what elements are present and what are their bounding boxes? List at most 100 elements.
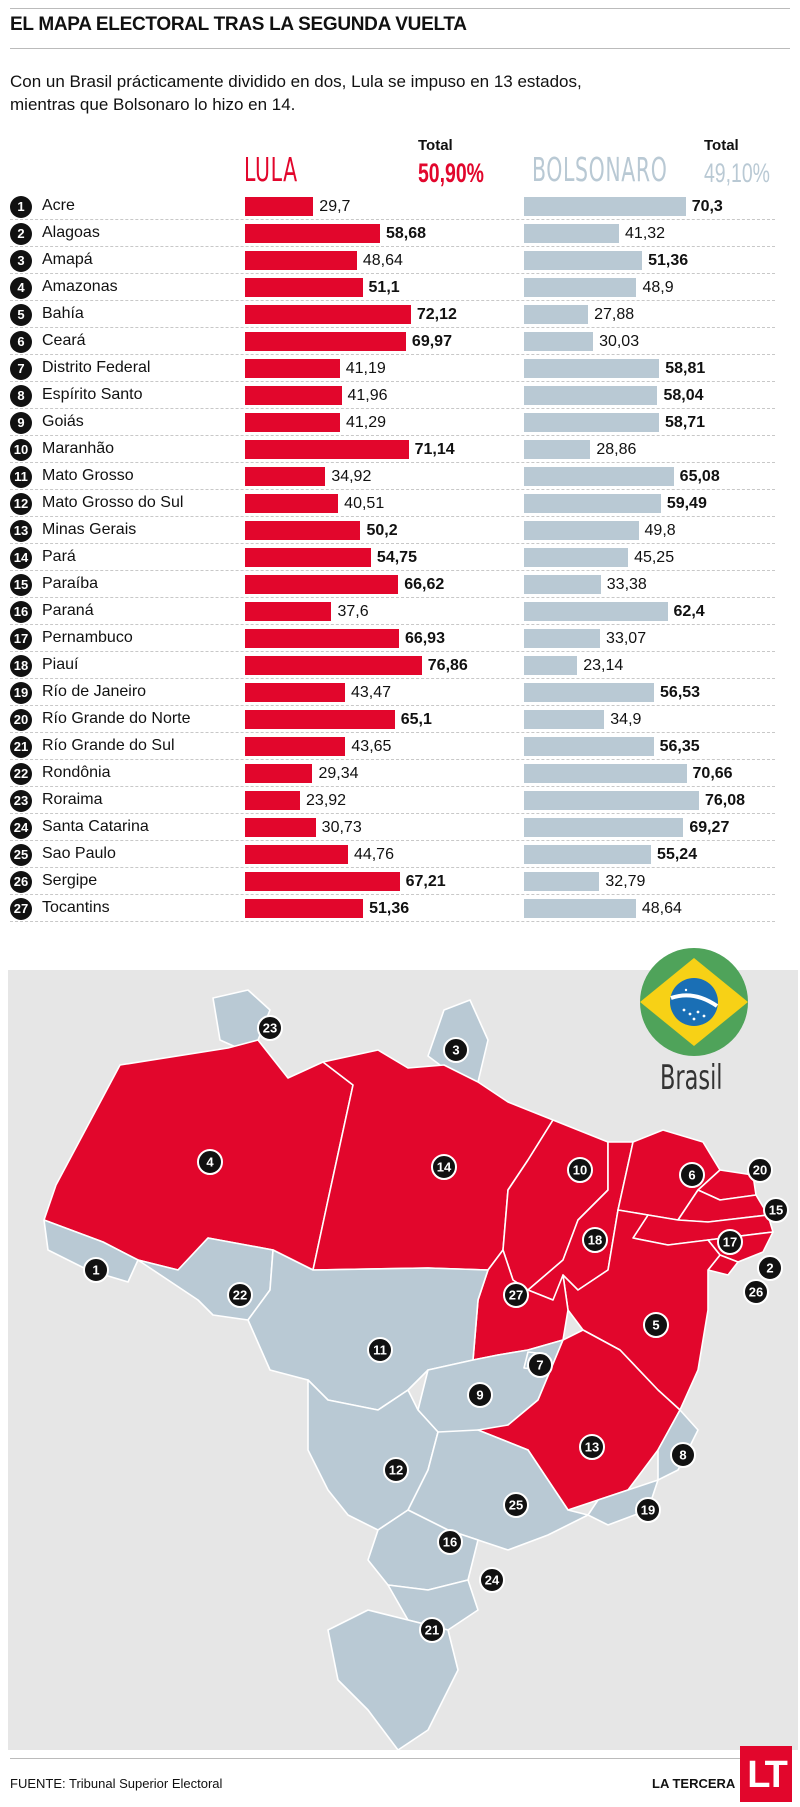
bolsonaro-total-label: Total	[704, 137, 739, 154]
state-21-rio-grande-do-sul	[327, 1609, 459, 1750]
state-number-badge: 6	[10, 331, 32, 353]
state-name: Tocantins	[42, 899, 110, 916]
state-name: Piauí	[42, 656, 79, 673]
state-name: Santa Catarina	[42, 818, 149, 835]
map-marker-label: 24	[485, 1573, 500, 1588]
lula-value: 43,65	[351, 738, 392, 755]
bolsonaro-value: 76,08	[704, 792, 746, 809]
row-separator	[10, 516, 775, 517]
lula-value: 41,96	[347, 387, 388, 404]
bolsonaro-bar	[524, 521, 639, 540]
bolsonaro-bar	[524, 629, 601, 648]
table-row: 9 Goiás 41,29 58,71	[0, 409, 800, 436]
state-name: Rondônia	[42, 764, 111, 781]
table-row: 5 Bahía 72,12 27,88	[0, 301, 800, 328]
lula-header: LULA	[244, 150, 298, 189]
lula-bar	[245, 710, 395, 729]
state-name: Amapá	[42, 251, 93, 268]
bolsonaro-bar	[524, 413, 660, 432]
lula-value: 50,2	[366, 522, 398, 539]
bolsonaro-value: 48,9	[642, 279, 674, 296]
row-separator	[10, 570, 775, 571]
bolsonaro-bar	[524, 602, 668, 621]
table-row: 14 Pará 54,75 45,25	[0, 544, 800, 571]
state-name: Roraima	[42, 791, 103, 808]
map-marker-label: 12	[389, 1463, 403, 1478]
table-row: 7 Distrito Federal 41,19 58,81	[0, 355, 800, 382]
state-name: Minas Gerais	[42, 521, 137, 538]
state-number-badge: 8	[10, 385, 32, 407]
map-marker	[503, 1282, 529, 1308]
state-name: Paraná	[42, 602, 94, 619]
state-name: Maranhão	[42, 440, 115, 457]
lula-bar	[245, 467, 326, 486]
state-number-badge: 18	[10, 655, 32, 677]
state-name: Pernambuco	[42, 629, 133, 646]
lula-bar	[245, 278, 363, 297]
map-marker	[431, 1154, 457, 1180]
map-marker-label: 11	[373, 1343, 387, 1358]
lula-total-label: Total	[418, 137, 453, 154]
bolsonaro-bar	[524, 899, 636, 918]
map-marker	[567, 1157, 593, 1183]
state-5-bahia	[562, 1209, 721, 1411]
state-number-badge: 5	[10, 304, 32, 326]
lula-bar	[245, 548, 371, 567]
lula-value: 29,7	[319, 198, 351, 215]
lula-bar	[245, 575, 399, 594]
map-marker-label: 15	[769, 1203, 783, 1218]
table-row: 24 Santa Catarina 30,73 69,27	[0, 814, 800, 841]
bolsonaro-value: 70,3	[691, 198, 723, 215]
state-number-badge: 10	[10, 439, 32, 461]
row-separator	[10, 867, 775, 868]
bolsonaro-bar	[524, 710, 605, 729]
bolsonaro-value: 69,27	[689, 819, 730, 836]
lula-total: 50,90%	[418, 158, 484, 188]
state-name: Goiás	[42, 413, 84, 430]
state-number-badge: 23	[10, 790, 32, 812]
map-marker-label: 23	[263, 1021, 277, 1036]
lula-value: 54,75	[376, 549, 417, 566]
lula-bar	[245, 224, 380, 243]
row-separator	[10, 246, 775, 247]
map-marker-label: 9	[476, 1388, 483, 1403]
state-name: Paraíba	[42, 575, 99, 592]
bolsonaro-value: 33,38	[606, 576, 647, 593]
lula-value: 65,1	[400, 711, 432, 728]
bolsonaro-total: 49,10%	[704, 158, 770, 188]
map-marker	[527, 1352, 553, 1378]
bolsonaro-bar	[524, 575, 601, 594]
map-marker	[747, 1157, 773, 1183]
table-row: 19 Río de Janeiro 43,47 56,53	[0, 679, 800, 706]
lula-bar	[245, 845, 348, 864]
state-name: Pará	[42, 548, 76, 565]
row-separator	[10, 705, 775, 706]
lula-bar	[245, 386, 342, 405]
lula-bar	[245, 629, 399, 648]
map-marker	[503, 1492, 529, 1518]
table-row: 6 Ceará 69,97 30,03	[0, 328, 800, 355]
bolsonaro-value: 45,25	[634, 549, 675, 566]
row-separator	[10, 273, 775, 274]
map-marker-label: 14	[437, 1160, 452, 1175]
state-name: Sergipe	[42, 872, 98, 889]
infographic-subtitle: Con un Brasil prácticamente dividido en …	[10, 72, 582, 114]
table-row: 16 Paraná 37,6 62,4	[0, 598, 800, 625]
row-separator	[10, 921, 775, 922]
lula-value: 40,51	[344, 495, 385, 512]
row-separator	[10, 651, 775, 652]
state-number-badge: 20	[10, 709, 32, 731]
state-number-badge: 13	[10, 520, 32, 542]
state-number-badge: 22	[10, 763, 32, 785]
table-row: 13 Minas Gerais 50,2 49,8	[0, 517, 800, 544]
brazil-flag-icon	[640, 948, 748, 1056]
row-separator	[10, 300, 775, 301]
lula-bar	[245, 305, 411, 324]
map-marker-label: 27	[509, 1288, 523, 1303]
map-marker-label: 17	[723, 1235, 737, 1250]
state-number-badge: 15	[10, 574, 32, 596]
row-separator	[10, 543, 775, 544]
bolsonaro-value: 59,49	[666, 495, 707, 512]
bolsonaro-bar	[524, 764, 687, 783]
state-name: Amazonas	[42, 278, 118, 295]
